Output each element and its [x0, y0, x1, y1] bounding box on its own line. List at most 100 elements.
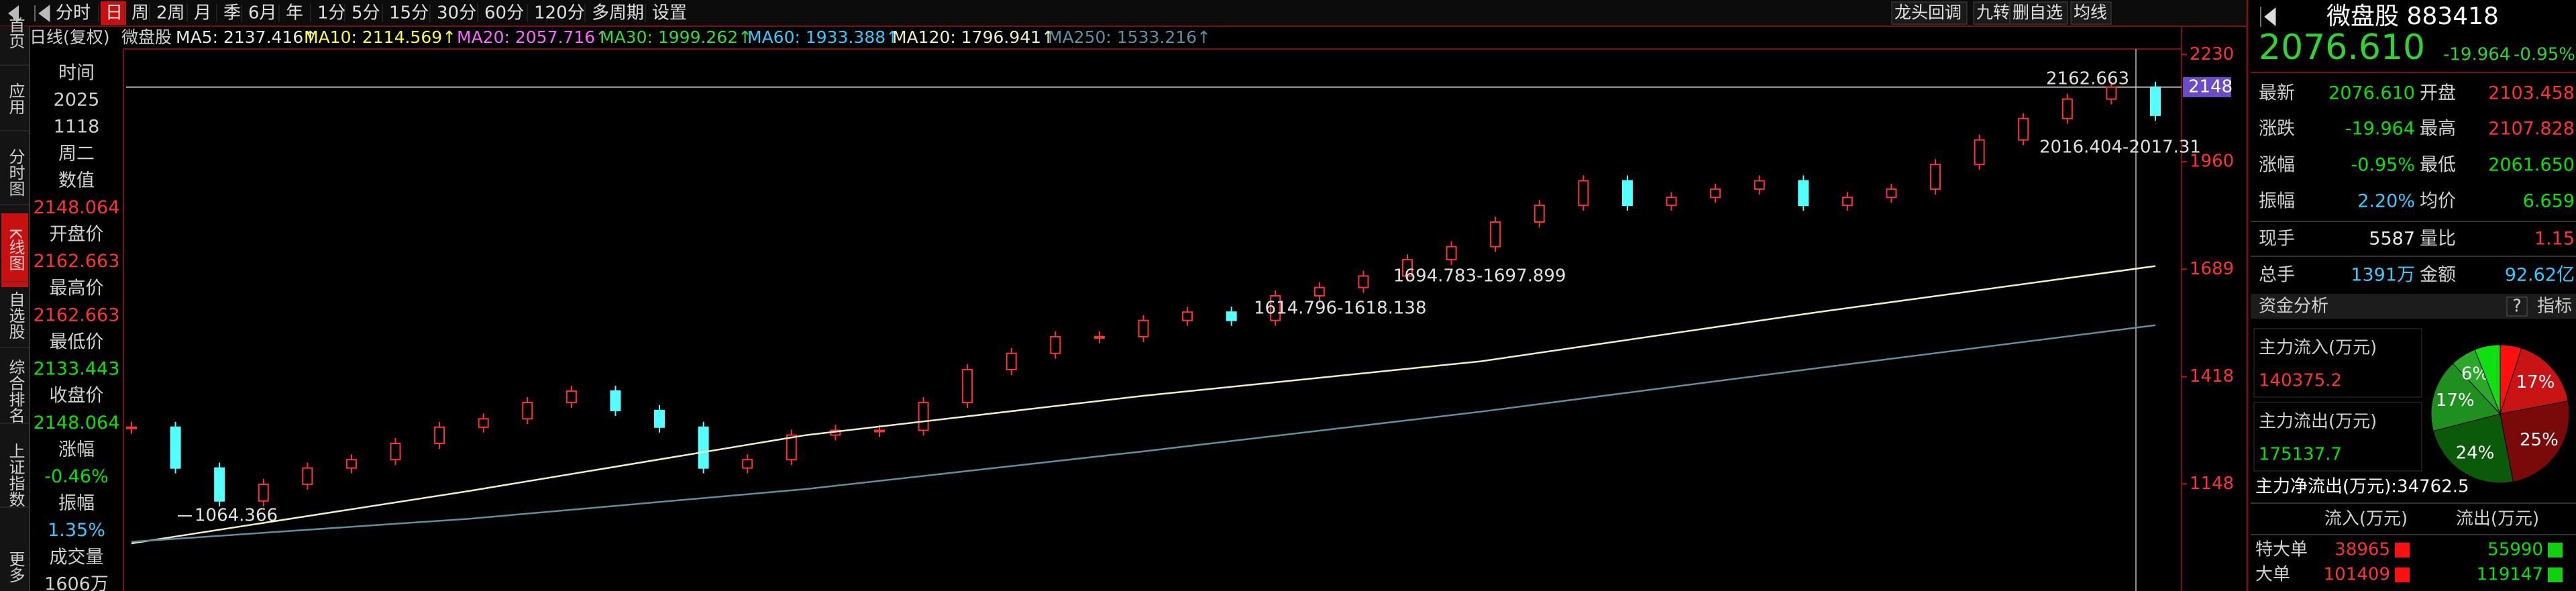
quote-label: 量比: [2420, 229, 2456, 250]
y-tick-label: 1148: [2190, 474, 2234, 494]
legend-item: MA250: 1533.216↑: [1048, 28, 1211, 47]
info-text: 2162.663: [34, 305, 120, 325]
quote-value: 6.659: [2523, 191, 2575, 212]
tool-button[interactable]: 龙头回调: [1894, 3, 1962, 22]
candle: [1710, 188, 1721, 199]
period-button[interactable]: 30分: [437, 3, 476, 23]
period-button[interactable]: 5分: [352, 3, 380, 23]
period-button[interactable]: 6月: [248, 3, 277, 23]
annotation: 1064.366: [195, 506, 278, 526]
sidebar-item[interactable]: 自选股: [6, 291, 25, 339]
tool-bg: [2009, 1, 2068, 25]
table-inflow: 38965: [2334, 540, 2390, 560]
tool-button[interactable]: 均线: [2074, 3, 2107, 22]
sidebar-item[interactable]: 综合排名: [6, 359, 25, 423]
last-price-box: [2183, 76, 2231, 97]
sidebar-item[interactable]: 更多: [6, 551, 25, 583]
quote-value: 1391万: [2351, 265, 2415, 286]
period-button[interactable]: 月: [194, 3, 211, 23]
info-text: 最低价: [50, 332, 104, 353]
legend-item: MA120: 1796.941↑: [892, 28, 1055, 47]
candle: [1754, 180, 1765, 190]
quote-label: 金额: [2420, 265, 2456, 286]
info-text: 1118: [54, 117, 100, 138]
period-button[interactable]: 周: [131, 3, 149, 23]
pie-slice: [2432, 413, 2514, 484]
table-label: 特大单: [2255, 540, 2308, 560]
back-icon[interactable]: [8, 5, 19, 21]
tool-button[interactable]: 九转: [1976, 3, 2010, 22]
period-button[interactable]: 多周期: [592, 3, 644, 23]
quote-name: 微盘股 883418: [2326, 3, 2499, 30]
candle: [170, 426, 181, 469]
period-button[interactable]: 分时: [56, 3, 91, 23]
period-button[interactable]: 60分: [484, 3, 524, 23]
info-text: 数值: [58, 170, 95, 191]
tool-bg: [2070, 1, 2112, 25]
y-tick-label: 1418: [2190, 366, 2234, 386]
sidebar-item[interactable]: 首页: [6, 17, 25, 49]
candle: [434, 426, 445, 444]
inflow-box: [2253, 328, 2422, 398]
period-button[interactable]: 120分: [534, 3, 585, 23]
info-text: 振幅: [58, 493, 95, 514]
period-button[interactable]: 日: [105, 3, 123, 23]
table-inflow: 101409: [2324, 565, 2390, 585]
fund-index[interactable]: 指标: [2537, 297, 2572, 317]
info-text: 涨幅: [58, 439, 95, 460]
period-button[interactable]: 15分: [389, 3, 429, 23]
nav-icon[interactable]: [34, 5, 50, 22]
quote-value: 92.62亿: [2505, 265, 2575, 286]
candle: [1093, 335, 1105, 339]
candle: [126, 426, 137, 429]
period-button[interactable]: 1分: [317, 3, 346, 23]
candle: [1182, 311, 1193, 321]
tool-bg: [1891, 1, 1968, 25]
sidebar-item[interactable]: 分时图: [6, 148, 25, 197]
period-button[interactable]: 年: [286, 3, 303, 23]
candle: [345, 459, 357, 469]
help-box[interactable]: [2506, 297, 2528, 317]
y-tick-label: 1960: [2190, 152, 2234, 172]
candle: [1006, 352, 1017, 370]
candle: [390, 442, 401, 461]
info-text: -0.46%: [44, 466, 109, 487]
panel-back-icon[interactable]: [2260, 7, 2276, 27]
quote-label: 开盘: [2420, 83, 2456, 104]
sidebar-item[interactable]: K线图: [6, 228, 25, 271]
info-text: 2162.663: [34, 251, 120, 272]
fund-help[interactable]: ?: [2512, 297, 2522, 317]
period-button[interactable]: 季: [223, 3, 241, 23]
info-text: 2133.443: [34, 359, 120, 380]
quote-pct: -0.95%: [2514, 45, 2575, 65]
inflow-label: 主力流入(万元): [2259, 338, 2377, 358]
info-text: 时间: [58, 63, 95, 84]
candle: [1578, 180, 1589, 207]
candle: [1841, 197, 1853, 207]
pie-slice: [2474, 344, 2501, 415]
period-button[interactable]: 设置: [652, 3, 687, 23]
info-text: 成交量: [50, 547, 104, 568]
candle: [654, 409, 665, 428]
sidebar-active-bg: [1, 213, 28, 287]
annotation: 1614.796-1618.138: [1254, 299, 1427, 319]
sidebar-item[interactable]: 应用: [6, 83, 25, 115]
quote-label: 最高: [2420, 119, 2456, 140]
pie-label: 17%: [2516, 372, 2555, 392]
outflow-swatch: [2548, 543, 2563, 557]
candle: [1446, 246, 1457, 261]
candle: [1621, 180, 1633, 207]
outflow-value: 175137.7: [2259, 445, 2342, 465]
candle: [1534, 205, 1545, 223]
ma-line: [131, 324, 2156, 543]
candle: [1666, 197, 1677, 207]
y-tick-label: 2230: [2190, 44, 2234, 64]
annotation: 2016.404-2017.31: [2039, 138, 2201, 158]
tool-button[interactable]: 删自选: [2012, 3, 2063, 22]
candle: [1270, 294, 1281, 321]
period-button[interactable]: 2周: [156, 3, 185, 23]
candle: [873, 429, 885, 433]
sidebar-item[interactable]: 上证指数: [6, 443, 25, 507]
info-text: 周二: [58, 144, 95, 164]
